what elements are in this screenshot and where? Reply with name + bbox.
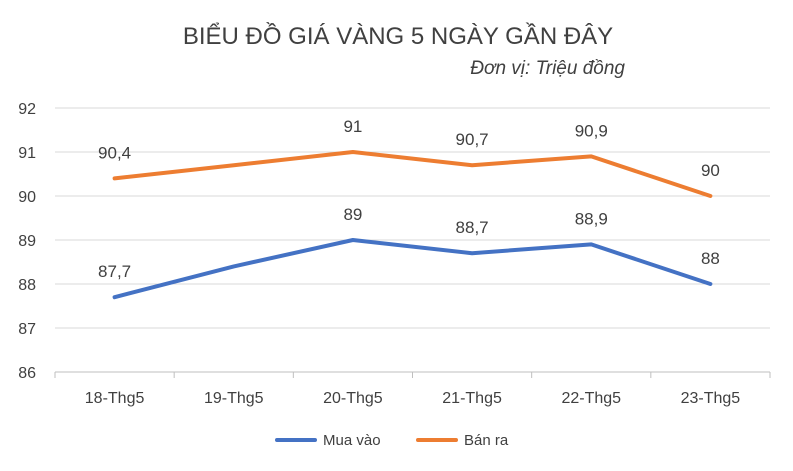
data-label: 88 [701,249,720,268]
x-tick-label: 23-Thg5 [681,390,741,407]
x-axis-tick-labels: 18-Thg5 19-Thg5 20-Thg5 21-Thg5 22-Thg5 23-Th… [85,390,741,407]
data-label: 89 [343,205,362,224]
data-label: 88,7 [456,218,489,237]
y-axis-tick-labels: 86 87 88 89 90 91 92 [18,101,36,382]
gridlines [54,107,771,378]
y-tick-label: 92 [18,101,36,118]
x-tick-label: 19-Thg5 [204,390,264,407]
data-label: 90,4 [98,143,131,162]
y-tick-label: 88 [18,277,36,294]
x-tick-label: 22-Thg5 [561,390,621,407]
y-tick-label: 87 [18,321,36,338]
y-tick-label: 91 [18,145,36,162]
x-tick-label: 18-Thg5 [85,390,145,407]
data-labels: 87,7 89 88,7 88,9 88 90,4 91 90,7 90,9 90 [98,117,720,281]
x-tick-label: 21-Thg5 [442,390,502,407]
x-tick-label: 20-Thg5 [323,390,383,407]
y-tick-label: 86 [18,365,36,382]
data-series [112,150,713,300]
data-label: 90,7 [456,130,489,149]
chart-subtitle: Đơn vị: Triệu đồng [470,58,625,79]
data-label: 87,7 [98,262,131,281]
data-label: 90,9 [575,121,608,140]
data-label: 91 [343,117,362,136]
y-tick-label: 89 [18,233,36,250]
series-line-mua-vao [112,238,713,300]
chart-title: BIỂU ĐỒ GIÁ VÀNG 5 NGÀY GẦN ĐÂY [183,22,613,50]
legend-label: Mua vào [323,432,381,449]
data-label: 88,9 [575,209,608,228]
legend-label: Bán ra [464,432,509,449]
data-label: 90 [701,161,720,180]
legend: Mua vào Bán ra [275,432,509,449]
series-line-ban-ra [112,150,713,198]
y-tick-label: 90 [18,189,36,206]
